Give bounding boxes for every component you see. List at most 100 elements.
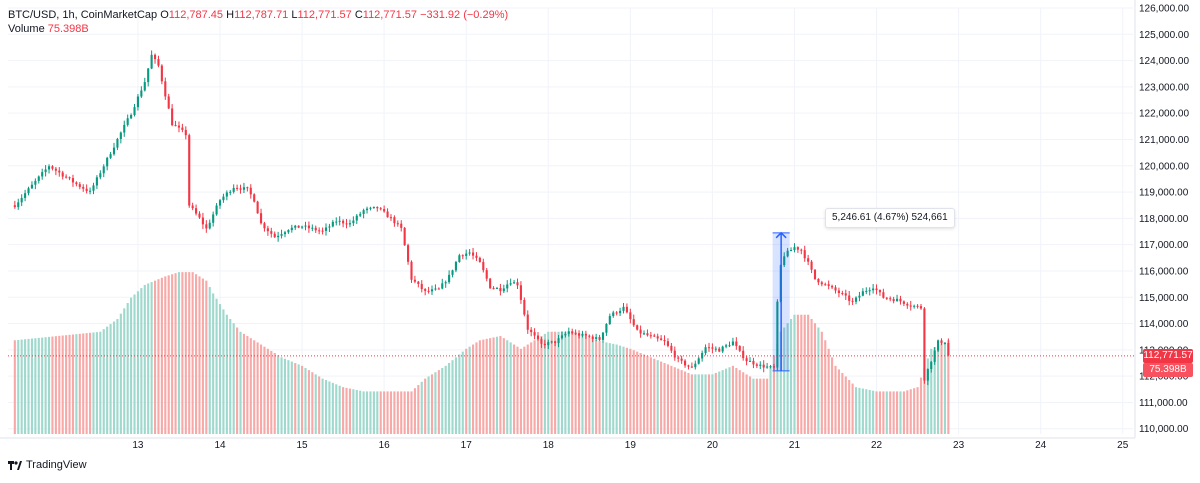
candle-body <box>458 255 461 262</box>
volume-bar <box>567 331 570 434</box>
candle-body <box>451 270 454 275</box>
candle-body <box>68 177 71 179</box>
volume-bar <box>99 331 102 434</box>
volume-bar <box>407 391 410 434</box>
volume-bar <box>509 342 512 434</box>
candle-body <box>796 247 799 250</box>
volume-bar <box>714 372 717 434</box>
volume-bar <box>858 387 861 434</box>
volume-bar <box>454 357 458 434</box>
last-price-tag: 112,771.57 <box>1143 348 1193 363</box>
volume-bar <box>673 367 676 434</box>
volume-bar <box>882 391 885 434</box>
volume-bar <box>523 346 526 434</box>
volume-bar <box>489 338 492 434</box>
volume-bar <box>424 378 427 434</box>
candle-body <box>75 182 78 185</box>
candle-body <box>807 258 810 262</box>
candle-body <box>831 285 834 288</box>
volume-bar <box>595 340 598 434</box>
volume-bar <box>547 331 550 434</box>
candle-body <box>263 223 266 229</box>
volume-bar <box>731 365 734 434</box>
candle-body <box>355 215 358 221</box>
candle-body <box>619 310 622 314</box>
candle-body <box>198 213 201 218</box>
candle-body <box>817 278 820 283</box>
candle-body <box>407 245 410 262</box>
volume-bar <box>930 348 933 434</box>
candle-body <box>649 335 652 337</box>
x-tick-label: 18 <box>543 440 555 451</box>
volume-bar <box>735 367 738 434</box>
volume-bar <box>246 336 249 434</box>
candle-body <box>130 114 133 119</box>
candle-body <box>636 325 639 330</box>
candle-body <box>430 289 434 292</box>
volume-bar <box>78 333 81 434</box>
candle-body <box>222 196 225 201</box>
volume-bar <box>365 391 369 434</box>
volume-bar <box>331 382 334 434</box>
candle-body <box>454 261 458 271</box>
volume-bar <box>680 370 683 434</box>
candle-body <box>820 282 823 285</box>
high-value: 112,787.71 <box>234 9 289 21</box>
volume-bar <box>947 340 950 434</box>
tradingview-brand[interactable]: TradingView <box>8 459 87 471</box>
candle-body <box>947 343 950 356</box>
volume-bar <box>208 287 211 434</box>
candle-body <box>47 166 51 170</box>
volume-bar <box>218 304 222 434</box>
candle-body <box>564 333 567 336</box>
volume-bar <box>396 391 399 434</box>
candle-body <box>290 227 293 231</box>
candle-body <box>437 288 440 290</box>
candle-body <box>324 227 328 231</box>
candle-body <box>738 346 741 351</box>
volume-bar <box>923 367 926 434</box>
candle-body <box>639 329 642 334</box>
candle-body <box>940 340 943 344</box>
volume-bar <box>943 341 946 434</box>
candle-body <box>895 298 899 302</box>
candle-body <box>837 290 840 294</box>
candle-body <box>95 177 98 186</box>
volume-bar <box>690 374 693 434</box>
symbol-label[interactable]: BTC/USD, 1h, CoinMarketCap <box>8 9 158 21</box>
volume-bar <box>393 391 396 434</box>
volume-bar <box>13 340 16 434</box>
volume-bar <box>164 276 167 434</box>
candle-body <box>930 361 933 370</box>
volume-bar <box>188 272 191 434</box>
volume-bar <box>225 314 228 434</box>
candle-body <box>861 291 864 296</box>
volume-bar <box>854 387 858 434</box>
candle-body <box>379 208 382 210</box>
candle-body <box>875 288 878 291</box>
candle-body <box>536 335 540 339</box>
volume-label[interactable]: Volume <box>8 23 45 35</box>
change-value: −331.92 (−0.29%) <box>420 9 509 21</box>
y-tick-label: 121,000.00 <box>1139 135 1189 146</box>
candle-body <box>242 187 246 190</box>
candle-body <box>485 270 488 279</box>
x-tick-label: 14 <box>214 440 226 451</box>
volume-bar <box>355 389 358 434</box>
candle-body <box>663 339 666 342</box>
candle-body <box>707 347 711 349</box>
candle-body <box>878 290 882 293</box>
volume-bar <box>338 385 341 434</box>
candle-body <box>112 147 116 155</box>
volume-bar <box>560 331 564 434</box>
volume-bar <box>54 336 57 434</box>
candle-body <box>171 108 174 126</box>
candle-body <box>328 226 331 228</box>
candle-body <box>550 341 553 343</box>
volume-bar <box>878 391 882 434</box>
volume-bar <box>321 378 324 434</box>
candle-body <box>683 360 687 366</box>
candle-body <box>513 282 516 284</box>
